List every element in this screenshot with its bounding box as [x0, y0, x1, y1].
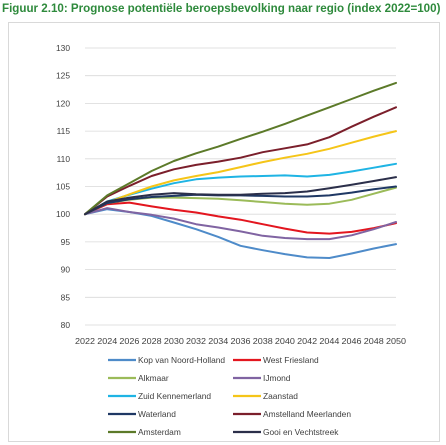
series-lines	[84, 81, 397, 259]
y-tick-label: 105	[56, 182, 70, 192]
legend-item: Zaanstad	[233, 391, 298, 401]
legend-label: Amstelland Meerlanden	[263, 409, 351, 419]
y-tick-label: 120	[56, 98, 70, 108]
y-tick-label: 125	[56, 71, 70, 81]
series-line-9	[84, 81, 397, 216]
x-tick-label: 2040	[275, 336, 295, 346]
legend-label: Alkmaar	[138, 373, 169, 383]
series-line-6	[84, 130, 397, 216]
legend-label: IJmond	[263, 373, 291, 383]
x-tick-label: 2038	[253, 336, 273, 346]
y-tick-label: 85	[61, 292, 71, 302]
x-tick-label: 2046	[342, 336, 362, 346]
x-tick-label: 2022	[75, 336, 95, 346]
series-line-2	[84, 201, 397, 235]
legend-item: West Friesland	[233, 355, 319, 365]
y-tick-label: 115	[57, 126, 71, 136]
series-line-10	[84, 176, 397, 216]
x-tick-label: 2044	[319, 336, 339, 346]
legend-label: West Friesland	[263, 355, 319, 365]
legend-item: Zuid Kennemerland	[108, 391, 211, 401]
legend-item: Gooi en Vechtstreek	[233, 427, 339, 437]
legend-item: Amstelland Meerlanden	[233, 409, 351, 419]
page-title: Figuur 2.10: Prognose potentiële beroeps…	[2, 2, 441, 15]
x-tick-label: 2024	[97, 336, 117, 346]
y-tick-label: 95	[61, 237, 71, 247]
series-line-5	[84, 162, 397, 216]
legend-label: Zaanstad	[263, 391, 298, 401]
legend-item: Waterland	[108, 409, 176, 419]
chart-frame	[8, 22, 440, 442]
x-axis-ticks: 2022 2024 2026 2028 2030 2032 2034 2036 2038 2040…	[75, 336, 406, 346]
series-line-1	[84, 208, 397, 259]
y-tick-label: 80	[61, 320, 71, 330]
x-tick-label: 2026	[119, 336, 139, 346]
legend-label: Waterland	[138, 409, 176, 419]
y-tick-label: 130	[56, 43, 70, 53]
gridlines	[85, 47, 396, 326]
y-tick-label: 90	[61, 265, 71, 275]
series-line-3	[84, 186, 397, 216]
y-tick-label: 110	[57, 154, 71, 164]
x-tick-label: 2050	[386, 336, 406, 346]
x-tick-label: 2028	[142, 336, 162, 346]
legend-label: Gooi en Vechtstreek	[263, 427, 339, 437]
legend-item: IJmond	[233, 373, 291, 383]
x-tick-label: 2032	[186, 336, 206, 346]
legend-label: Zuid Kennemerland	[138, 391, 211, 401]
series-line-4	[84, 207, 397, 241]
x-tick-label: 2042	[297, 336, 317, 346]
x-tick-label: 2048	[364, 336, 384, 346]
legend-item: Kop van Noord-Holland	[108, 355, 225, 365]
legend-item: Amsterdam	[108, 427, 181, 437]
legend-label: Kop van Noord-Holland	[138, 355, 225, 365]
x-tick-label: 2036	[231, 336, 251, 346]
legend-item: Alkmaar	[108, 373, 169, 383]
y-axis-ticks: 80 85 90 95 100 105 110 115 120 125 130	[56, 43, 70, 330]
legend: Kop van Noord-Holland West Friesland Alkma…	[108, 355, 351, 437]
y-tick-label: 100	[56, 209, 70, 219]
series-line-8	[84, 106, 397, 216]
x-tick-label: 2034	[208, 336, 228, 346]
x-tick-label: 2030	[164, 336, 184, 346]
legend-label: Amsterdam	[138, 427, 181, 437]
